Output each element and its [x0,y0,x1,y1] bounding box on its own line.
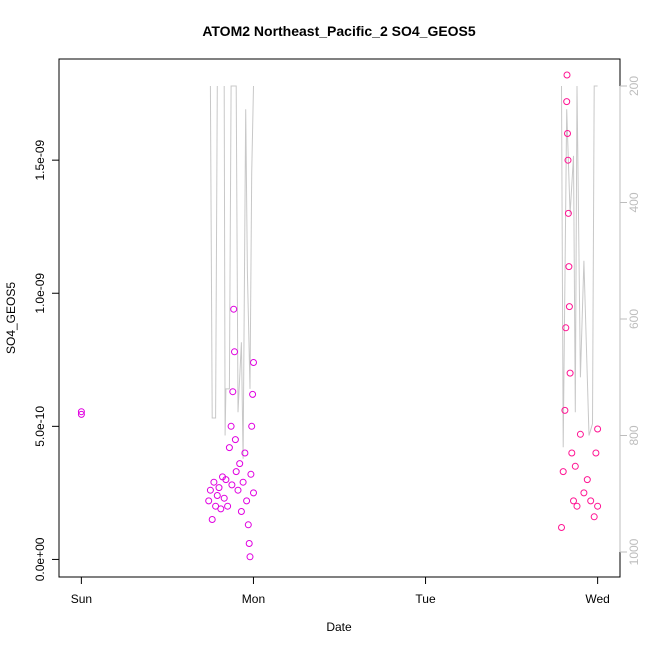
pressure-line [223,85,254,459]
y-tick-label: 0.0e+00 [33,537,47,581]
data-point [247,470,255,478]
data-point [228,481,236,489]
data-point [250,489,257,497]
data-point [594,502,602,510]
data-point [210,478,218,486]
x-tick-label: Wed [585,592,609,606]
data-point [580,489,588,497]
data-point [563,98,571,106]
data-point [213,492,221,499]
data-point [573,502,581,510]
right-tick-label: 800 [627,425,641,445]
data-point [245,540,253,547]
data-point [231,348,238,356]
pressure-line [209,85,218,419]
data-point [241,449,249,457]
y-tick-label: 5.0e-10 [33,406,47,447]
data-point [208,516,216,523]
right-tick-label: 400 [627,192,641,212]
data-point [590,513,598,521]
data-point [583,476,591,484]
data-point [225,444,233,452]
data-point [561,406,569,414]
data-point [227,422,235,430]
pressure-line [561,85,598,448]
data-point [243,497,251,505]
data-point [234,486,242,494]
data-point [215,484,223,492]
data-point [217,505,225,513]
data-point [568,449,576,457]
x-tick-label: Sun [71,592,92,606]
x-axis-label: Date [326,620,352,634]
data-point [565,303,573,311]
right-tick-label: 200 [627,76,641,96]
data-point [564,130,571,137]
data-point [239,478,247,486]
data-point [249,390,257,398]
right-tick-label: 600 [627,309,641,329]
data-point [205,497,213,505]
right-tick-label: 1000 [627,538,641,565]
data-point [231,436,239,444]
data-point [229,388,237,396]
data-points [77,71,602,561]
data-point [564,209,572,217]
data-point [232,468,240,476]
data-point [562,324,570,332]
data-point [563,71,571,79]
data-point [587,497,595,505]
x-tick-label: Tue [415,592,436,606]
data-point [220,494,228,502]
y-axis-label: SO4_GEOS5 [4,282,18,354]
y-tick-label: 1.0e-09 [33,273,47,314]
chart-title: ATOM2 Northeast_Pacific_2 SO4_GEOS5 [202,23,476,39]
data-point [564,156,572,164]
data-point [222,476,230,484]
data-point [77,410,85,418]
x-axis: Sun Mon Tue Wed [71,576,610,606]
x-tick-label: Mon [242,592,265,606]
data-point [592,449,600,457]
data-point [237,508,245,515]
data-point [571,462,579,470]
right-axis: 200 400 600 800 1000 [619,76,641,565]
data-point [566,369,574,377]
data-point [230,305,238,313]
data-point [565,263,573,271]
data-point [224,502,232,510]
data-point [248,422,256,430]
data-point [594,425,602,433]
data-point [558,524,565,531]
plot-frame [58,58,621,578]
y-tick-label: 1.5e-09 [33,139,47,180]
data-point [244,521,252,529]
data-point [250,359,257,366]
data-point [576,430,584,438]
data-point [206,486,214,494]
data-point [246,553,254,561]
data-point [570,497,577,505]
data-point [559,468,567,476]
y-axis: 0.0e+00 5.0e-10 1.0e-09 1.5e-09 [33,139,59,581]
pressure-lines [209,85,598,459]
data-point [236,460,244,468]
data-point [77,408,85,416]
